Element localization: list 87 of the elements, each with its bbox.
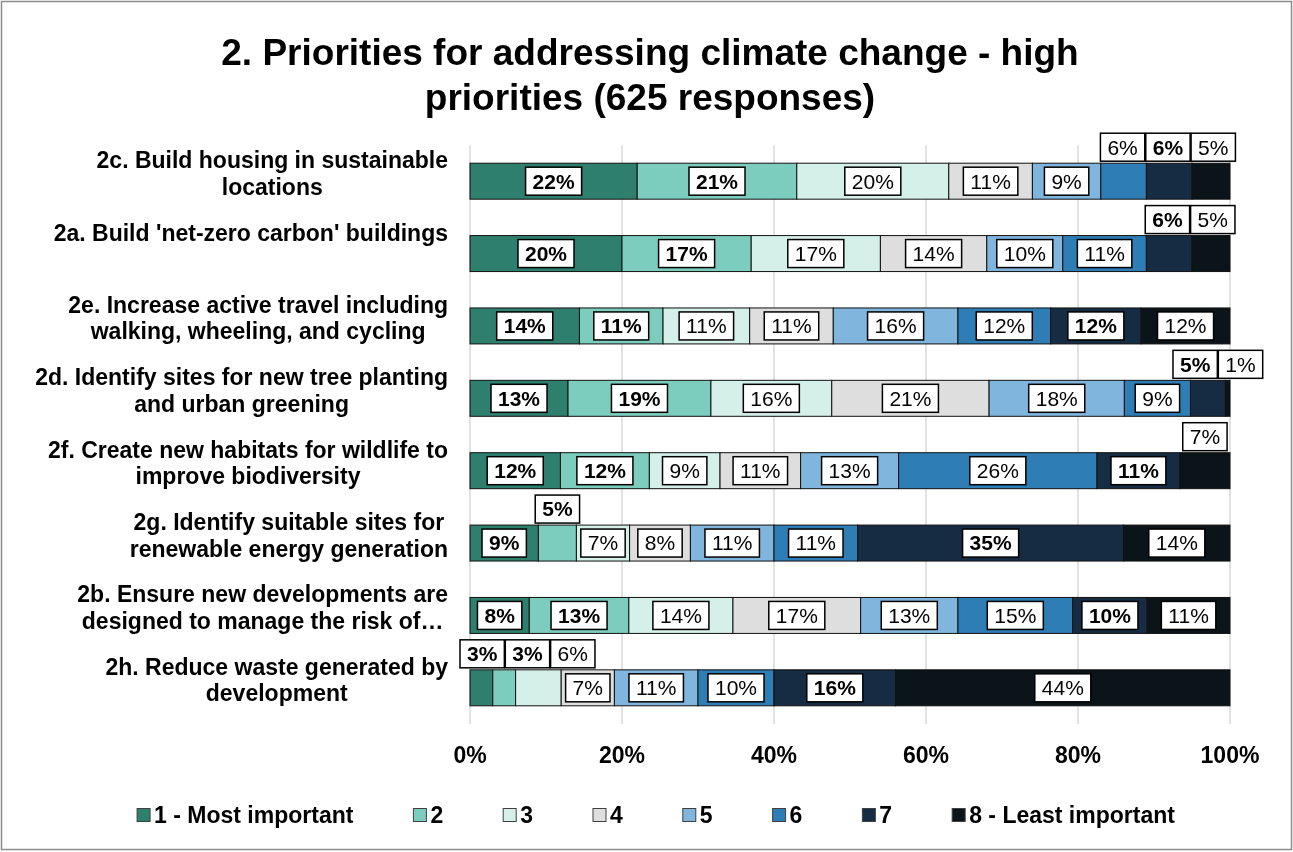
data-label: 20%	[851, 169, 894, 193]
data-label: 10%	[1088, 603, 1132, 627]
data-label: 6%	[557, 642, 588, 666]
data-label: 12%	[1164, 314, 1207, 338]
data-label: 14%	[659, 603, 702, 627]
y-tick-label: 2e. Increase active travel including walking, wheeling, and cycling	[68, 291, 448, 345]
data-label: 9%	[1142, 386, 1173, 410]
data-label: 16%	[874, 314, 917, 338]
data-label: 44%	[1041, 676, 1084, 700]
y-tick-label: 2c. Build housing in sustainable locations	[96, 147, 448, 200]
data-label: 15%	[994, 603, 1037, 627]
legend-label: 3	[520, 802, 533, 829]
data-label: 1%	[1225, 352, 1256, 376]
data-label: 10%	[714, 676, 758, 700]
data-label: 8%	[484, 603, 516, 627]
data-label: 13%	[888, 603, 931, 627]
data-label: 11%	[795, 531, 837, 555]
y-tick-label: 2h. Reduce waste generated by development	[105, 653, 449, 707]
data-label: 17%	[794, 241, 837, 265]
data-label: 17%	[775, 603, 818, 627]
data-label: 11%	[686, 314, 727, 338]
data-label: 11%	[970, 169, 1011, 193]
legend-label: 1 - Most important	[154, 802, 354, 829]
data-label: 35%	[969, 531, 1012, 555]
data-label: 11%	[635, 676, 677, 700]
data-label: 21%	[889, 386, 932, 410]
chart-title: 2. Priorities for addressing climate change - high priorities (625 responses)	[221, 32, 1079, 118]
data-label: 7%	[1189, 425, 1221, 449]
data-label: 5%	[1197, 207, 1228, 231]
data-label: 22%	[532, 169, 575, 193]
data-label: 11%	[1084, 241, 1125, 265]
data-label: 18%	[1035, 386, 1078, 410]
legend-label: 5	[699, 802, 713, 829]
data-label: 26%	[976, 459, 1019, 483]
data-label: 13%	[558, 603, 601, 627]
data-label: 14%	[912, 241, 955, 265]
data-label: 7%	[587, 531, 619, 555]
data-label: 5%	[542, 497, 573, 521]
data-label: 9%	[1051, 169, 1082, 193]
data-label: 12%	[1074, 314, 1118, 338]
y-tick-label: 2g. Identify suitable sites for renewable energy generation	[129, 509, 448, 562]
data-label: 20%	[524, 241, 568, 265]
y-tick-label: 2d. Identify sites for new tree planting and urban greening	[35, 364, 448, 417]
data-label: 13%	[828, 459, 871, 483]
data-label: 11%	[711, 531, 753, 555]
data-label: 11%	[771, 314, 812, 338]
data-label: 13%	[498, 386, 541, 410]
data-label: 16%	[750, 386, 793, 410]
y-tick-label: 2b. Ensure new developments are designed to manage the risk of…	[77, 581, 448, 634]
legend-label: 7	[879, 802, 893, 829]
data-label: 16%	[813, 676, 857, 700]
data-label: 5%	[1179, 352, 1211, 376]
data-label: 12%	[494, 459, 537, 483]
legend-label: 2	[430, 802, 444, 829]
data-label: 12%	[583, 459, 627, 483]
legend-label: 6	[789, 802, 803, 829]
y-tick-label: 2a. Build 'net-zero carbon' buildings	[53, 219, 449, 246]
x-tick-label: 0%	[453, 742, 487, 769]
data-label: 7%	[572, 676, 603, 700]
data-label: 17%	[665, 241, 708, 265]
data-label: 9%	[669, 459, 700, 483]
x-tick-label: 40%	[750, 742, 798, 769]
x-tick-label: 60%	[902, 742, 950, 769]
data-label: 12%	[983, 314, 1026, 338]
data-label: 11%	[1117, 459, 1160, 483]
data-label: 11%	[600, 314, 642, 338]
data-label: 8%	[644, 531, 676, 555]
data-label: 14%	[1155, 531, 1198, 555]
data-label: 10%	[1003, 241, 1046, 265]
x-tick-label: 20%	[598, 742, 646, 769]
data-label: 6%	[1107, 135, 1138, 159]
data-label: 9%	[489, 531, 520, 555]
legend-label: 8 - Least important	[969, 802, 1176, 829]
data-label: 3%	[512, 642, 543, 666]
data-label: 6%	[1152, 135, 1184, 159]
data-label: 19%	[618, 386, 661, 410]
data-label: 5%	[1198, 135, 1229, 159]
legend-label: 4	[610, 802, 623, 829]
data-label: 11%	[1168, 603, 1209, 627]
data-label: 14%	[503, 314, 547, 338]
data-label: 21%	[695, 169, 739, 193]
y-tick-label: 2f. Create new habitats for wildlife to improve biodiversity	[47, 436, 448, 490]
data-label: 6%	[1152, 207, 1183, 231]
data-label: 3%	[467, 642, 498, 666]
x-tick-label: 80%	[1054, 742, 1102, 769]
data-label: 11%	[740, 459, 781, 483]
x-tick-label: 100%	[1200, 742, 1260, 769]
